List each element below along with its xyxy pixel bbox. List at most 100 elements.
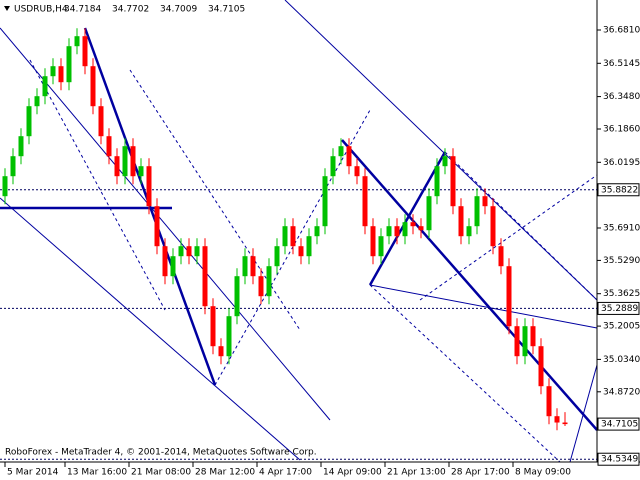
x-tick-label: 21 Apr 13:00 — [387, 468, 446, 478]
y-tick-label: 34.8720 — [603, 387, 640, 397]
y-tick-label: 35.6910 — [603, 224, 640, 234]
trend-line — [368, 151, 447, 286]
y-tick-label: 36.1860 — [603, 125, 640, 135]
x-tick-label: 4 Apr 17:00 — [259, 468, 312, 478]
candle-body — [522, 326, 528, 357]
candle-body — [194, 246, 200, 257]
candle-body — [306, 236, 312, 257]
candle-body — [2, 176, 8, 197]
level-label: 34.5349 — [601, 455, 638, 465]
trend-line — [0, 197, 301, 461]
trend-line — [341, 139, 598, 431]
y-tick-label: 36.3480 — [603, 92, 640, 102]
candle-body — [122, 146, 128, 177]
candle-body — [74, 36, 80, 47]
price-label-box — [597, 417, 640, 431]
candle-body — [354, 166, 360, 177]
candle-body — [178, 246, 184, 257]
candle-body — [170, 256, 176, 277]
y-tick-label: 35.5290 — [603, 256, 640, 266]
candle-body — [106, 136, 112, 157]
candle-body — [378, 236, 384, 257]
candle-body — [394, 226, 400, 237]
header-open: 34.7184 — [64, 5, 101, 15]
candle-body — [298, 246, 304, 257]
candle-body — [490, 206, 496, 247]
candle-body — [82, 36, 88, 67]
candle-body — [138, 166, 144, 177]
x-tick-label: 14 Apr 09:00 — [323, 468, 382, 478]
candle-body — [466, 226, 472, 237]
candle-body — [98, 106, 104, 137]
footer: RoboForex - MetaTrader 4, © 2001-2014, M… — [5, 448, 317, 458]
candle-body — [226, 316, 232, 357]
candle-body — [458, 206, 464, 237]
candle-body — [154, 206, 160, 247]
trend-line — [0, 27, 331, 421]
candle-body — [114, 156, 120, 177]
x-tick-label: 13 Mar 16:00 — [67, 468, 127, 478]
candle-body — [250, 256, 256, 277]
level-label: 35.8822 — [601, 185, 638, 195]
header-close: 34.7105 — [208, 5, 245, 15]
trend-line — [369, 284, 598, 329]
trend-line — [83, 27, 217, 386]
candle-body — [234, 276, 240, 317]
candle-body — [482, 196, 488, 207]
candle-body — [66, 46, 72, 83]
x-tick-label: 5 Mar 2014 — [7, 468, 59, 478]
level-label: 35.2889 — [601, 304, 638, 314]
candle-body — [218, 346, 224, 357]
level-label-box — [597, 301, 640, 315]
candle-body — [362, 176, 368, 227]
candle-body — [10, 156, 16, 177]
trend-line — [419, 174, 598, 301]
candle-body — [402, 222, 408, 237]
candle-body — [330, 156, 336, 177]
header-low: 34.7009 — [160, 5, 197, 15]
trend-line — [444, 151, 598, 301]
candle-body — [562, 422, 568, 425]
trend-line — [369, 284, 561, 463]
candle-body — [338, 146, 344, 157]
trend-line — [29, 59, 166, 311]
candle-body — [410, 222, 416, 227]
candle-body — [90, 66, 96, 107]
y-tick-label: 35.0340 — [603, 355, 640, 365]
candle-body — [130, 146, 136, 177]
candle-body — [506, 266, 512, 327]
price-label: 34.7105 — [601, 420, 638, 430]
level-label-box — [597, 183, 640, 197]
candle-body — [42, 76, 48, 97]
trend-lines — [0, 0, 598, 463]
header-high: 34.7702 — [112, 5, 149, 15]
x-tick-label: 28 Mar 12:00 — [195, 468, 255, 478]
candle-body — [186, 246, 192, 257]
candle-body — [210, 306, 216, 347]
menu-triangle — [4, 6, 10, 11]
candle-body — [162, 246, 168, 277]
level-label-box — [597, 452, 640, 466]
candle-body — [202, 246, 208, 307]
y-tick-label: 35.2005 — [603, 322, 640, 332]
candle-body — [146, 166, 152, 207]
y-tick-label: 36.6810 — [603, 26, 640, 36]
trend-line — [569, 364, 598, 463]
candle-body — [322, 176, 328, 227]
y-tick-label: 36.5145 — [603, 59, 640, 69]
candle-body — [370, 226, 376, 257]
x-tick-label: 8 May 09:00 — [515, 468, 571, 478]
candle-body — [26, 106, 32, 137]
candle-body — [450, 156, 456, 207]
candle-body — [34, 96, 40, 107]
candle-body — [474, 196, 480, 227]
candle-body — [426, 196, 432, 231]
candle-body — [314, 226, 320, 237]
candle-body — [538, 346, 544, 387]
candle-body — [242, 256, 248, 277]
trend-line — [129, 69, 301, 331]
chart-title: USDRUB,H4 — [14, 5, 68, 15]
candle-body — [346, 146, 352, 167]
candle-body — [58, 66, 64, 83]
